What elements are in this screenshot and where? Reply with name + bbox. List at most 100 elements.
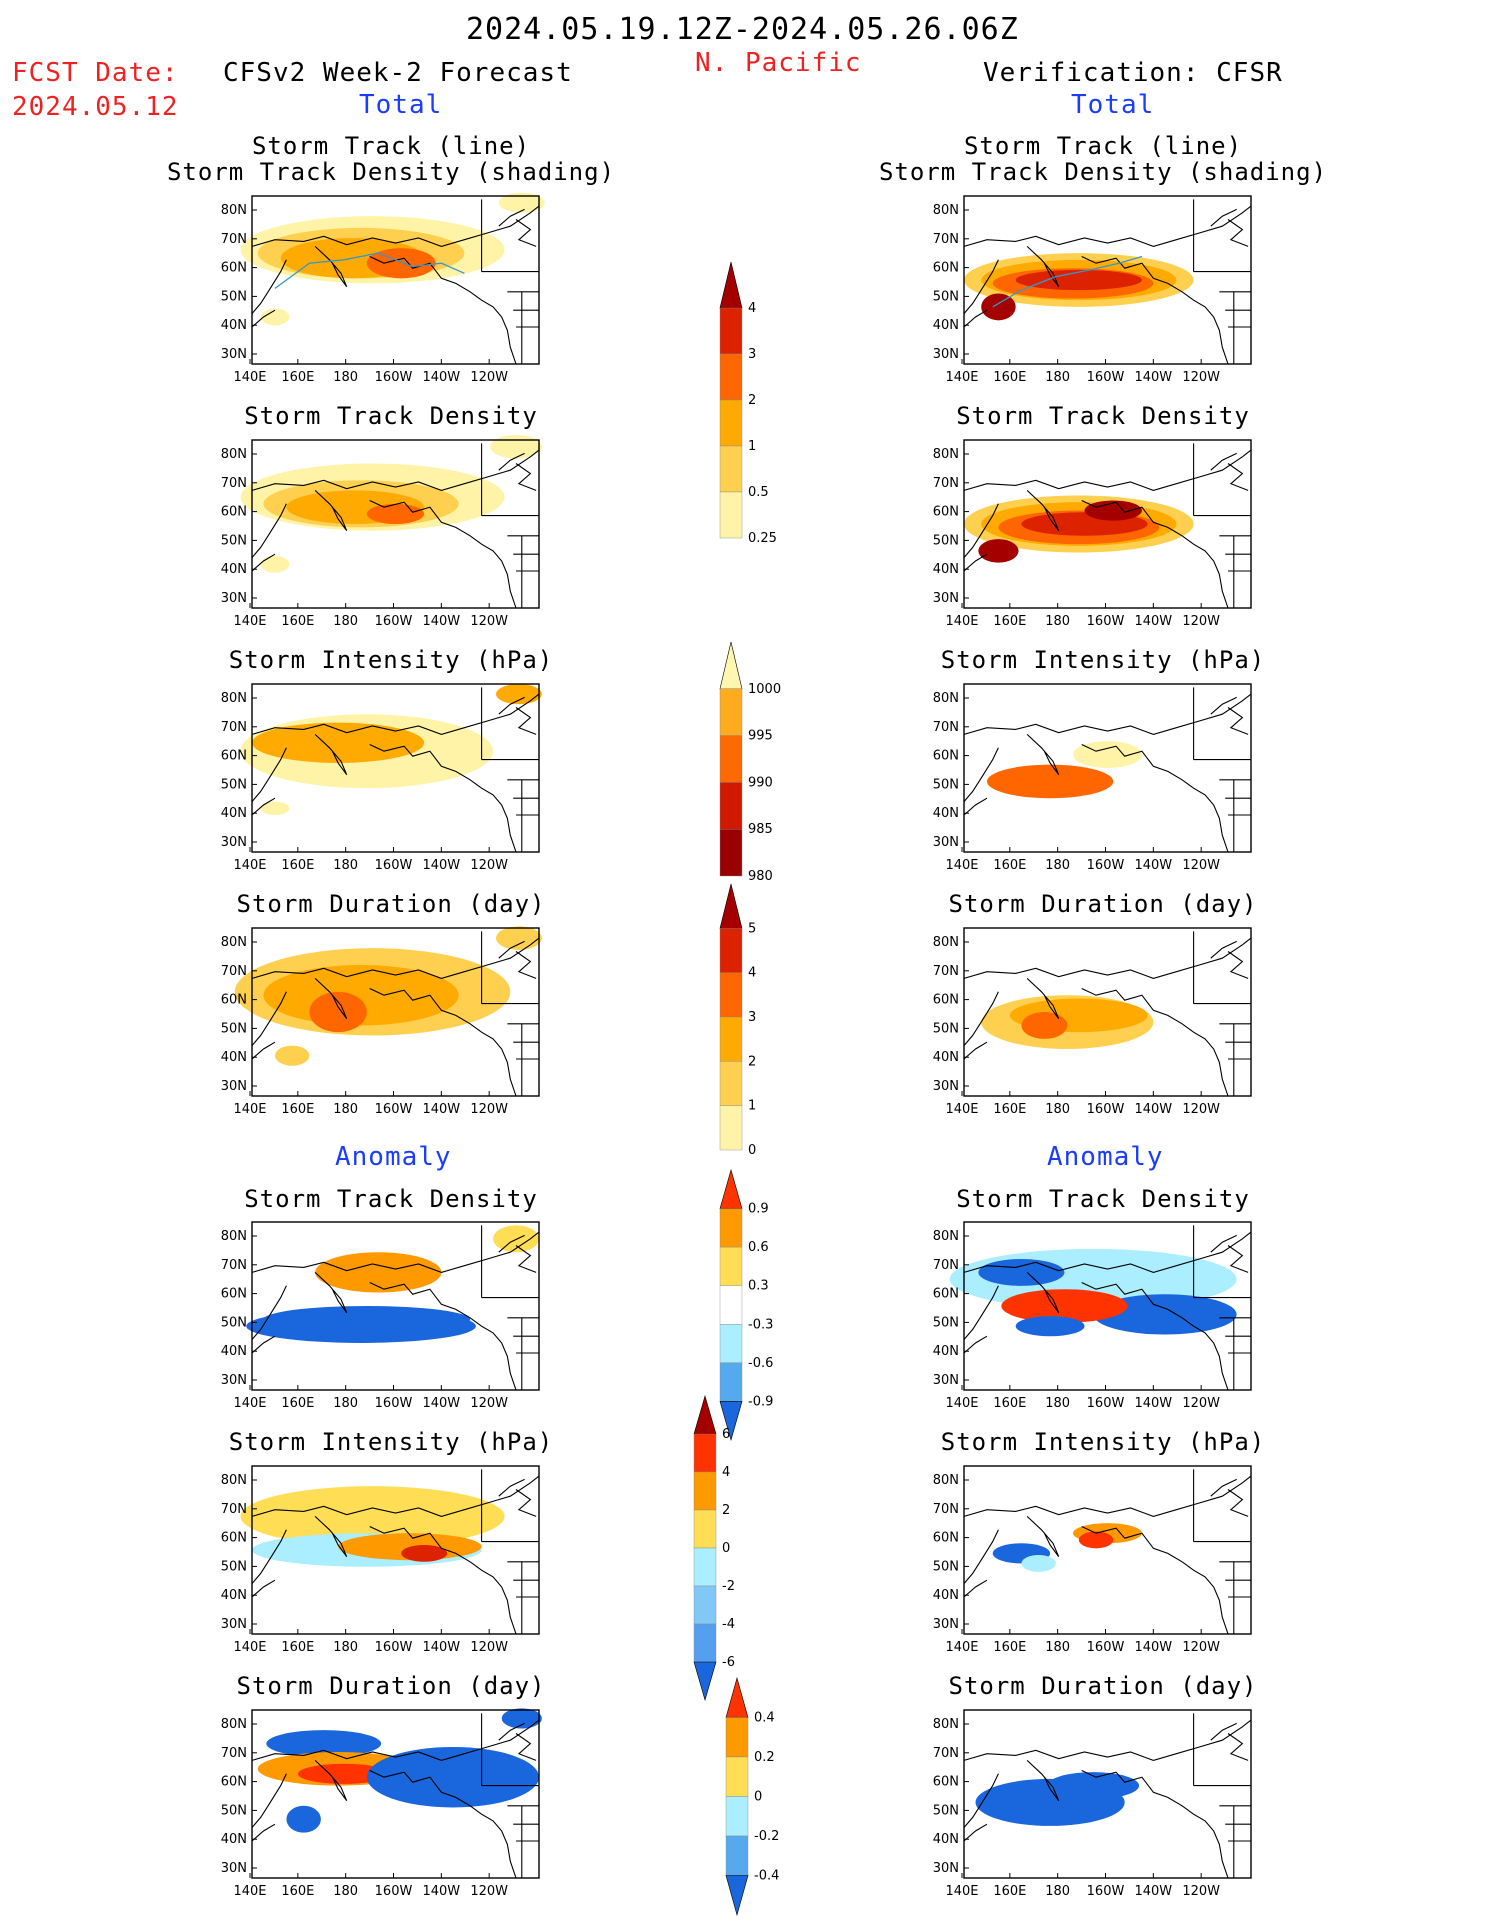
lat-tick-label: 40N	[933, 562, 959, 577]
colorbar-label: -0.6	[748, 1356, 773, 1371]
ver-duration-title: Storm Duration (day)	[948, 890, 1258, 918]
lat-tick-label: 30N	[221, 591, 247, 606]
colorbar-bin	[693, 1547, 717, 1587]
lat-tick-label: 60N	[933, 749, 959, 764]
lon-tick-label: 160E	[281, 1640, 314, 1655]
coastline	[1227, 707, 1249, 735]
coastline	[251, 1475, 540, 1517]
lon-tick-label: 160W	[375, 858, 413, 873]
forecast-fc_duration-map: 80N 70N 60N 50N 40N 30N 140E 160E 180 160W 140W 120…	[221, 926, 542, 1117]
shading-region	[274, 1045, 310, 1066]
colorbar-bin	[719, 307, 743, 355]
lon-tick-label: 140E	[945, 1396, 978, 1411]
shading-region	[366, 503, 425, 524]
coastline	[1210, 696, 1237, 715]
lat-tick-label: 60N	[221, 749, 247, 764]
ver-anom-density-title: Storm Track Density	[956, 1185, 1250, 1213]
coastline	[963, 205, 1252, 247]
storm-track-line	[992, 255, 1143, 308]
coastline	[1026, 245, 1060, 288]
lat-tick-label: 80N	[933, 1717, 959, 1732]
colorbar-bin	[719, 972, 743, 1018]
colorbar-bin	[719, 1105, 743, 1151]
lat-tick-label: 60N	[933, 1775, 959, 1790]
verification-column-title: Verification: CFSR	[983, 58, 1283, 88]
lat-tick-label: 40N	[221, 1050, 247, 1065]
lon-tick-label: 160E	[993, 858, 1026, 873]
ver-track-title-1: Storm Track (line)	[963, 132, 1243, 160]
lat-tick-label: 70N	[221, 1746, 247, 1761]
map-frame	[963, 1709, 1252, 1879]
colorbar-bin	[719, 782, 743, 830]
colorbar-label: 0.5	[748, 485, 769, 500]
lon-tick-label: 140E	[233, 858, 266, 873]
colorbar-bin	[719, 928, 743, 973]
coastline	[369, 1770, 517, 1879]
lon-tick-label: 180	[333, 1640, 358, 1655]
shading-region	[240, 1486, 505, 1547]
colorbar-label: 995	[748, 729, 773, 744]
coastline	[369, 1526, 517, 1635]
colorbar-duration-total: 5 4 3 2 1 0	[719, 883, 756, 1158]
map-frame	[963, 927, 1252, 1097]
region-label: N. Pacific	[695, 48, 862, 78]
lon-tick-label: 180	[1045, 1640, 1070, 1655]
lon-tick-label: 140W	[1134, 1102, 1172, 1117]
colorbar-label: -0.9	[748, 1394, 773, 1409]
lon-tick-label: 180	[333, 1396, 358, 1411]
lat-tick-label: 50N	[933, 1559, 959, 1574]
lat-tick-label: 40N	[221, 1344, 247, 1359]
shading-region	[260, 801, 290, 816]
lat-tick-label: 60N	[221, 261, 247, 276]
lat-tick-label: 80N	[221, 1717, 247, 1732]
colorbar-bin	[719, 1061, 743, 1106]
coastline	[251, 1823, 276, 1842]
storm-track-line	[274, 252, 465, 289]
lat-tick-label: 30N	[221, 1617, 247, 1632]
coastline	[251, 991, 287, 1046]
lat-tick-label: 70N	[933, 964, 959, 979]
lon-tick-label: 160E	[281, 370, 314, 385]
coastline	[1081, 1526, 1229, 1635]
coastline	[1227, 1489, 1249, 1517]
coastline	[963, 1773, 999, 1828]
colorbar-label: 1	[748, 439, 756, 454]
lat-tick-label: 80N	[221, 1473, 247, 1488]
shading-region	[286, 1805, 321, 1833]
lon-tick-label: 160W	[1087, 1102, 1125, 1117]
colorbar-bin	[719, 445, 743, 493]
coastline	[498, 940, 525, 959]
lat-tick-label: 50N	[221, 1315, 247, 1330]
colorbar-label: 4	[748, 301, 756, 316]
shading-region	[266, 1730, 382, 1758]
colorbar-label: 0.2	[754, 1750, 775, 1765]
colorbar-bin	[719, 399, 743, 447]
lon-tick-label: 140E	[945, 614, 978, 629]
lon-tick-label: 140E	[945, 1884, 978, 1899]
colorbar-bin	[719, 688, 743, 736]
coastline	[251, 259, 287, 314]
coastline	[369, 744, 517, 853]
lat-tick-label: 30N	[933, 1861, 959, 1876]
coastline	[498, 696, 525, 715]
lat-tick-label: 40N	[933, 1050, 959, 1065]
lon-tick-label: 140W	[422, 614, 460, 629]
shading-region	[309, 991, 367, 1033]
lon-tick-label: 120W	[1182, 1396, 1220, 1411]
coastline	[963, 693, 1252, 735]
coastline	[963, 1579, 988, 1598]
lon-tick-label: 140E	[945, 1102, 978, 1117]
coastline	[251, 1579, 276, 1598]
coastline	[314, 245, 348, 288]
colorbar-label: 2	[722, 1503, 730, 1518]
lat-tick-label: 70N	[221, 232, 247, 247]
colorbar-label: 6	[722, 1427, 730, 1442]
shading-region	[490, 434, 542, 459]
colorbar-cap	[719, 1401, 743, 1442]
coastline	[498, 1478, 525, 1497]
colorbar-bin	[719, 829, 743, 877]
colorbar-label: 3	[748, 347, 756, 362]
coastline	[963, 747, 999, 802]
colorbar-bin	[693, 1623, 717, 1663]
coastline	[314, 977, 348, 1020]
